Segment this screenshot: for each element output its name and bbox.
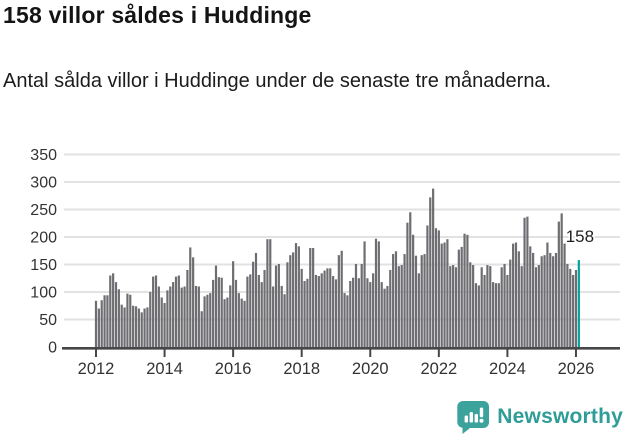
svg-text:2022: 2022 <box>420 360 457 378</box>
svg-text:200: 200 <box>30 230 57 247</box>
brand-footer: Newsworthy <box>456 399 623 435</box>
newsworthy-logo-icon <box>456 399 490 435</box>
svg-text:0: 0 <box>48 340 57 357</box>
svg-text:2020: 2020 <box>352 360 389 378</box>
brand-name: Newsworthy <box>497 405 623 428</box>
svg-text:50: 50 <box>39 312 57 329</box>
svg-text:150: 150 <box>30 257 57 274</box>
svg-text:2012: 2012 <box>78 360 115 378</box>
svg-text:2014: 2014 <box>146 360 183 378</box>
svg-text:2018: 2018 <box>283 360 320 378</box>
chart-title: 158 villor såldes i Huddinge <box>3 2 312 28</box>
svg-text:158: 158 <box>566 227 594 246</box>
svg-text:300: 300 <box>30 175 57 192</box>
svg-text:250: 250 <box>30 202 57 219</box>
svg-text:2026: 2026 <box>558 360 595 378</box>
chart-subtitle: Antal sålda villor i Huddinge under de s… <box>3 70 552 92</box>
bar-chart: 0 50 100 150 200 250 300 350 2012 2014 2016 2018 202… <box>0 138 631 388</box>
svg-text:2024: 2024 <box>489 360 526 378</box>
svg-text:350: 350 <box>30 147 57 164</box>
svg-text:100: 100 <box>30 285 57 302</box>
bar-chart-canvas: 0 50 100 150 200 250 300 350 2012 2014 2016 2018 202… <box>30 147 620 378</box>
svg-text:2016: 2016 <box>215 360 252 378</box>
